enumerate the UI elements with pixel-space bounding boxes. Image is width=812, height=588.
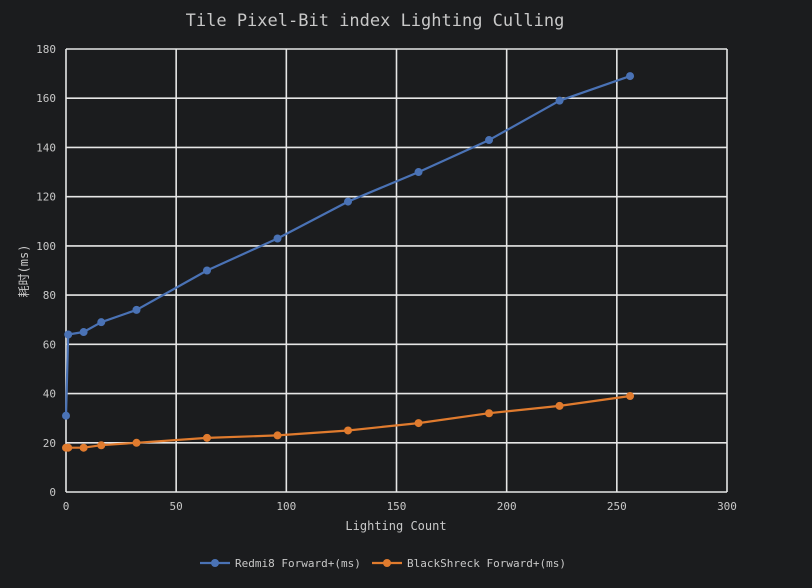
data-point bbox=[344, 197, 353, 206]
y-tick-label: 140 bbox=[36, 141, 56, 154]
data-point bbox=[64, 443, 73, 452]
data-point bbox=[132, 438, 141, 447]
legend-marker bbox=[383, 559, 391, 567]
series-line bbox=[66, 394, 631, 449]
legend-marker bbox=[211, 559, 219, 567]
x-tick-label: 250 bbox=[607, 500, 627, 513]
data-point bbox=[626, 392, 635, 401]
data-point bbox=[414, 419, 423, 428]
y-tick-label: 0 bbox=[49, 486, 56, 499]
data-point bbox=[555, 401, 564, 410]
legend-label: Redmi8 Forward+(ms) bbox=[235, 557, 361, 570]
data-point bbox=[97, 318, 106, 327]
y-tick-label: 160 bbox=[36, 92, 56, 105]
data-point bbox=[344, 426, 353, 435]
x-axis-ticks: 0 50 100 150 200 250 300 bbox=[63, 500, 737, 513]
data-point bbox=[132, 305, 141, 314]
data-point bbox=[555, 96, 564, 105]
y-tick-label: 40 bbox=[43, 388, 56, 401]
y-tick-label: 80 bbox=[43, 289, 56, 302]
data-point bbox=[203, 433, 212, 442]
y-axis-title: 耗时(ms) bbox=[17, 245, 31, 298]
data-point bbox=[626, 72, 635, 81]
y-tick-label: 180 bbox=[36, 43, 56, 56]
data-point bbox=[79, 328, 88, 337]
data-point bbox=[203, 266, 212, 275]
series-2 bbox=[62, 392, 635, 452]
chart-title: Tile Pixel-Bit index Lighting Culling bbox=[186, 11, 565, 31]
y-axis-ticks: 0 20 40 60 80 100 120 140 160 180 bbox=[36, 43, 56, 499]
legend-item: Redmi8 Forward+(ms) bbox=[200, 557, 361, 570]
data-point bbox=[485, 136, 494, 145]
x-tick-label: 0 bbox=[63, 500, 70, 513]
legend: Redmi8 Forward+(ms) BlackShreck Forward+(… bbox=[200, 557, 566, 570]
legend-item: BlackShreck Forward+(ms) bbox=[372, 557, 566, 570]
x-tick-label: 150 bbox=[387, 500, 407, 513]
data-point bbox=[79, 443, 88, 452]
data-point bbox=[273, 431, 282, 440]
data-point bbox=[62, 411, 70, 420]
y-tick-label: 100 bbox=[36, 240, 56, 253]
x-tick-label: 200 bbox=[497, 500, 517, 513]
data-point bbox=[485, 409, 494, 418]
data-point bbox=[64, 330, 73, 339]
x-tick-label: 300 bbox=[717, 500, 737, 513]
data-point bbox=[97, 441, 106, 450]
x-axis-title: Lighting Count bbox=[345, 519, 446, 533]
y-tick-label: 120 bbox=[36, 191, 56, 204]
series-layer bbox=[62, 72, 635, 452]
legend-label: BlackShreck Forward+(ms) bbox=[407, 557, 566, 570]
series-1 bbox=[62, 72, 635, 420]
data-point bbox=[414, 168, 423, 177]
grid bbox=[65, 48, 728, 493]
data-point bbox=[273, 234, 282, 243]
y-tick-label: 20 bbox=[43, 437, 56, 450]
y-tick-label: 60 bbox=[43, 338, 56, 351]
x-tick-label: 100 bbox=[276, 500, 296, 513]
x-tick-label: 50 bbox=[170, 500, 183, 513]
